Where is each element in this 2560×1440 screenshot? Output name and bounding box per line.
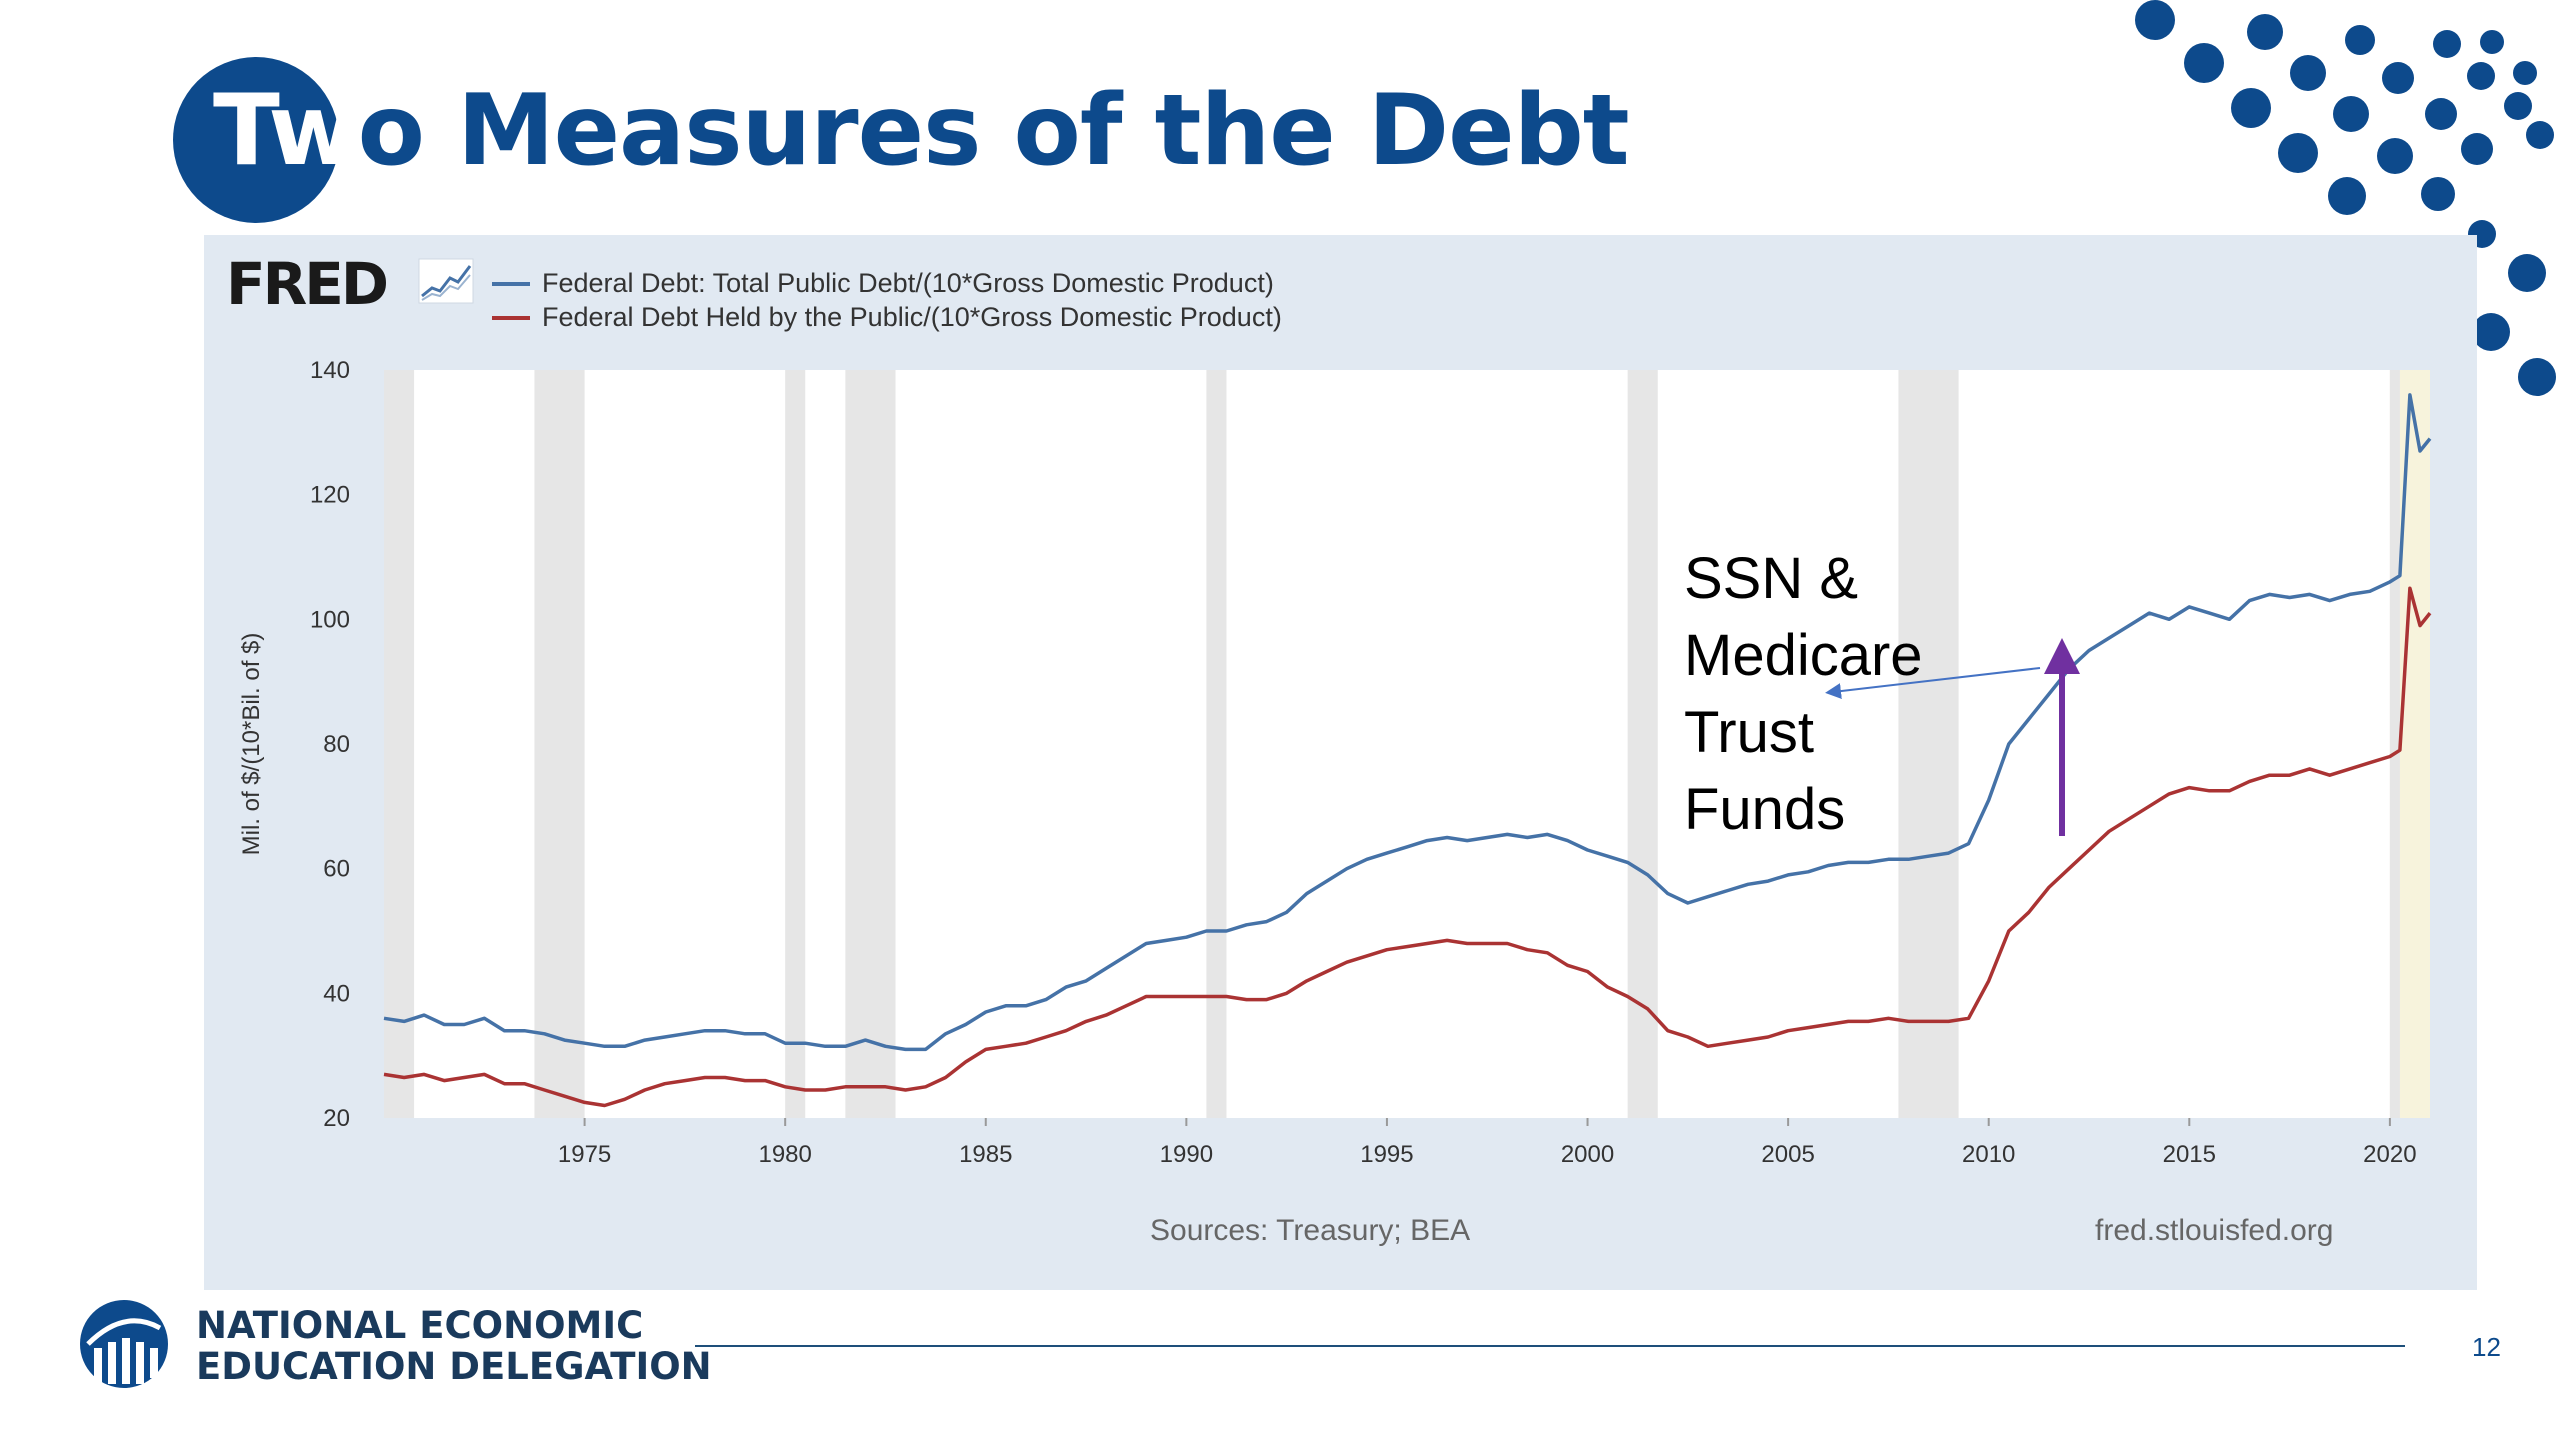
- y-tick-label: 80: [323, 731, 350, 758]
- org-name: NATIONAL ECONOMIC EDUCATION DELEGATION: [196, 1305, 712, 1387]
- recession-band: [845, 370, 896, 1118]
- slide-title: Two Measures of the Debt: [213, 74, 1630, 188]
- x-tick-label: 2005: [1761, 1141, 1814, 1168]
- decorative-dot: [2328, 177, 2366, 215]
- y-tick-label: 140: [310, 357, 350, 384]
- y-tick-label: 120: [310, 482, 350, 509]
- page-number: 12: [2472, 1332, 2501, 1362]
- org-name-line1: NATIONAL ECONOMIC: [196, 1304, 644, 1347]
- decorative-dot: [2461, 133, 2493, 165]
- decorative-dot: [2135, 0, 2175, 40]
- chart-sources: Sources: Treasury; BEA: [1150, 1214, 1471, 1247]
- legend-label-held-by-public: Federal Debt Held by the Public/(10*Gros…: [542, 302, 1282, 332]
- recession-band: [384, 370, 415, 1118]
- plot-area: [384, 370, 2430, 1118]
- legend-item-held-by-public: Federal Debt Held by the Public/(10*Gros…: [492, 300, 1282, 334]
- x-tick-label: 1980: [758, 1141, 811, 1168]
- decorative-dot: [2382, 62, 2414, 94]
- y-tick-label: 60: [323, 856, 350, 883]
- annotation-line: Medicare: [1684, 623, 1923, 688]
- decorative-dot: [2508, 254, 2546, 292]
- decorative-dot: [2247, 14, 2283, 50]
- decorative-dot: [2231, 88, 2271, 128]
- building-columns-icon: [80, 1300, 168, 1388]
- footer-divider: [695, 1345, 2405, 1347]
- legend-swatch-held-by-public: [492, 316, 530, 320]
- legend-item-total-public-debt: Federal Debt: Total Public Debt/(10*Gros…: [492, 266, 1282, 300]
- title-circle-text: Tw: [213, 74, 359, 188]
- decorative-dots: [2135, 0, 2556, 396]
- decorative-dot: [2278, 133, 2318, 173]
- recession-band: [1206, 370, 1227, 1118]
- decorative-dot: [2480, 30, 2504, 54]
- decorative-dot: [2421, 177, 2455, 211]
- recession-band: [1898, 370, 1959, 1118]
- decorative-dot: [2504, 92, 2532, 120]
- decorative-dot: [2467, 62, 2495, 90]
- series-line-held-by-public: [383, 586, 2432, 1108]
- recession-band: [1627, 370, 1658, 1118]
- legend-swatch-total-public-debt: [492, 282, 530, 286]
- y-tick-label: 100: [310, 606, 350, 633]
- decorative-dot: [2526, 121, 2554, 149]
- title-rest-text: o Measures of the Debt: [357, 74, 1630, 188]
- recession-band: [785, 370, 806, 1118]
- annotation-line: Trust: [1684, 700, 1814, 765]
- line-graph-icon: [418, 258, 474, 304]
- annotation-line: Funds: [1684, 777, 1846, 842]
- decorative-dot: [2377, 138, 2413, 174]
- x-tick-label: 2010: [1962, 1141, 2015, 1168]
- x-tick-label: 1975: [558, 1141, 611, 1168]
- decorative-dot: [2290, 55, 2326, 91]
- series-line-total-public-debt: [383, 393, 2432, 1052]
- chart-legend: Federal Debt: Total Public Debt/(10*Gros…: [492, 266, 1282, 334]
- x-tick-label: 1985: [959, 1141, 1012, 1168]
- fred-url: fred.stlouisfed.org: [2095, 1214, 2334, 1247]
- legend-label-total-public-debt: Federal Debt: Total Public Debt/(10*Gros…: [542, 268, 1274, 298]
- decorative-dot: [2513, 61, 2537, 85]
- x-tick-label: 2000: [1561, 1141, 1614, 1168]
- decorative-dot: [2333, 96, 2369, 132]
- decorative-dot: [2472, 313, 2510, 351]
- decorative-dot: [2184, 43, 2224, 83]
- x-tick-label: 1995: [1360, 1141, 1413, 1168]
- y-tick-label: 20: [323, 1105, 350, 1132]
- callout-arrow: [1825, 667, 2041, 700]
- decorative-dot: [2425, 98, 2457, 130]
- decorative-dot: [2433, 30, 2461, 58]
- org-name-line2: EDUCATION DELEGATION: [196, 1345, 712, 1388]
- recession-band: [2389, 370, 2400, 1118]
- x-tick-label: 2020: [2363, 1141, 2416, 1168]
- decorative-dot: [2518, 358, 2556, 396]
- annotation-trust-funds: SSN & Medicare Trust Funds: [1684, 540, 1923, 848]
- x-tick-label: 1990: [1160, 1141, 1213, 1168]
- x-tick-label: 2015: [2163, 1141, 2216, 1168]
- fred-logo: FRED: [226, 250, 389, 318]
- title-circle-badge: [173, 57, 339, 223]
- annotation-line: SSN &: [1684, 546, 1859, 611]
- y-axis-label: Mil. of $/(10*Bil. of $): [238, 633, 265, 856]
- y-tick-label: 40: [323, 980, 350, 1007]
- recession-band: [534, 370, 585, 1118]
- decorative-dot: [2345, 25, 2375, 55]
